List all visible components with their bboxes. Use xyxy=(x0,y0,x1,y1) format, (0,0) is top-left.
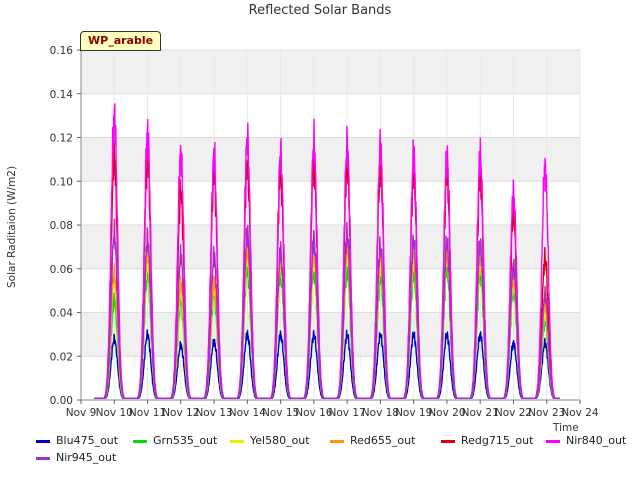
background-band xyxy=(81,50,580,94)
legend-label: Redg715_out xyxy=(461,434,534,447)
background-band xyxy=(81,225,580,269)
x-tick-label: Nov 16 xyxy=(295,407,333,419)
x-tick-label: Nov 17 xyxy=(329,407,366,419)
x-tick-label: Nov 13 xyxy=(195,407,232,419)
x-tick-label: Nov 19 xyxy=(395,407,432,419)
background-band xyxy=(81,312,580,357)
y-tick-label: 0.12 xyxy=(50,133,73,145)
legend-label: Nir945_out xyxy=(56,451,117,464)
series-line-nir945-out xyxy=(94,218,560,399)
y-tick-label: 0.04 xyxy=(50,308,74,320)
legend-item: Redg715_out xyxy=(441,434,533,447)
legend-label: Blu475_out xyxy=(56,434,119,447)
x-tick-label: Nov 11 xyxy=(129,407,166,419)
y-axis-label: Solar Raditaion (W/m2) xyxy=(6,165,18,288)
legend-label: Grn535_out xyxy=(153,434,218,447)
x-axis-label: Time xyxy=(553,422,579,434)
x-tick-label: Nov 22 xyxy=(495,407,532,419)
legend-swatch xyxy=(441,439,455,443)
legend-item: Yel580_out xyxy=(230,434,310,447)
legend-swatch xyxy=(230,439,244,443)
legend-swatch xyxy=(330,439,344,443)
x-tick-label: Nov 15 xyxy=(262,407,299,419)
legend-label: Nir840_out xyxy=(566,434,627,447)
site-badge: WP_arable xyxy=(80,31,162,51)
y-tick-label: 0.06 xyxy=(50,264,74,276)
y-tick-label: 0.02 xyxy=(50,351,73,363)
x-tick-label: Nov 14 xyxy=(229,407,267,419)
y-tick-label: 0.16 xyxy=(50,45,74,57)
legend-item: Grn535_out xyxy=(133,434,217,447)
legend-label: Yel580_out xyxy=(250,434,310,447)
x-tick-label: Nov 18 xyxy=(362,407,399,419)
x-tick-label: Nov 23 xyxy=(528,407,565,419)
x-tick-label: Nov 12 xyxy=(162,407,199,419)
x-tick-label: Nov 9 xyxy=(66,407,97,419)
y-tick-label: 0.08 xyxy=(50,220,73,232)
legend-item: Blu475_out xyxy=(36,434,118,447)
x-tick-label: Nov 21 xyxy=(462,407,499,419)
y-tick-label: 0.00 xyxy=(50,395,73,407)
legend-item: Nir945_out xyxy=(36,451,116,464)
legend-item: Nir840_out xyxy=(546,434,626,447)
x-tick-label: Nov 20 xyxy=(428,407,465,419)
legend-swatch xyxy=(36,456,50,460)
y-tick-label: 0.14 xyxy=(50,89,74,101)
legend-label: Red655_out xyxy=(350,434,416,447)
legend-swatch xyxy=(546,439,560,443)
legend-swatch xyxy=(133,439,147,443)
y-tick-label: 0.10 xyxy=(50,176,73,188)
legend-swatch xyxy=(36,439,50,443)
x-tick-label: Nov 24 xyxy=(561,407,599,419)
x-tick-label: Nov 10 xyxy=(96,407,133,419)
background-band xyxy=(81,137,580,182)
chart-title: Reflected Solar Bands xyxy=(248,3,392,18)
legend-item: Red655_out xyxy=(330,434,415,447)
